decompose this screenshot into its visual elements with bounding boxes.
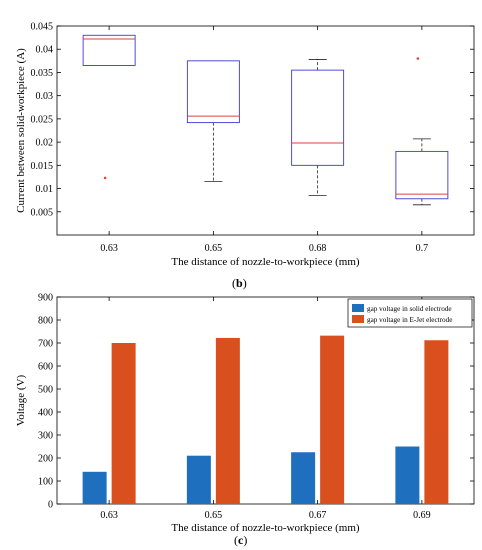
bar: [291, 452, 316, 504]
legend-swatch: [352, 304, 364, 312]
y-tick-label: 0: [48, 500, 53, 511]
x-axis-label: The distance of nozzle-to-workpiece (mm): [171, 256, 359, 268]
legend-box: [347, 298, 473, 328]
x-tick-label: 0.67: [309, 510, 327, 521]
y-tick-label: 500: [38, 385, 53, 396]
outlier-point: [416, 57, 420, 60]
y-tick-label: 900: [38, 293, 53, 304]
box-plot-chart: 0.005 0.01 0.015 0.02 0.025 0.03 0.035 0.04 0.04…: [15, 22, 475, 268]
y-tick-label: 100: [38, 477, 53, 488]
y-tick-label: 0.04: [36, 45, 54, 56]
box: [82, 34, 136, 66]
y-tick-label: 0.025: [31, 114, 54, 125]
y-axis-label: Voltage (V): [15, 374, 27, 426]
box: [291, 69, 345, 166]
x-tick-label: 0.7: [416, 243, 429, 254]
plot-frame: [56, 296, 475, 505]
box-group: [186, 60, 240, 182]
bar: [215, 337, 240, 504]
panel-label-b: (b): [232, 276, 247, 290]
outlier-point: [103, 176, 107, 180]
y-tick-label: 700: [38, 339, 53, 350]
y-tick-label: 800: [38, 316, 53, 327]
x-tick-label: 0.69: [413, 510, 431, 521]
panel-label-c: (c): [234, 533, 248, 547]
bar: [395, 446, 420, 504]
box-group: [395, 57, 449, 206]
x-tick-label: 0.65: [205, 510, 223, 521]
bar: [82, 471, 107, 504]
y-tick-label: 0.01: [36, 184, 54, 195]
y-tick-label: 400: [38, 408, 53, 419]
box: [395, 150, 449, 200]
y-tick-label: 0.015: [31, 161, 54, 172]
y-tick-label: 200: [38, 454, 53, 465]
y-axis-label: Current between solid-workpiece (A): [15, 48, 27, 213]
y-tick-label: 300: [38, 431, 53, 442]
x-tick-label: 0.65: [205, 243, 223, 254]
y-tick-label: 0.005: [31, 207, 54, 218]
box-group: [291, 59, 345, 196]
y-tick-label: 0.03: [36, 91, 54, 102]
legend: gap voltage in solid electrode gap voltag…: [347, 298, 473, 328]
box-group: [82, 34, 136, 180]
legend-swatch: [352, 315, 364, 323]
bar: [424, 340, 449, 504]
x-axis-label: The distance of nozzle-to-workpiece (mm): [171, 522, 359, 534]
bar: [186, 455, 211, 504]
legend-label: gap voltage in E-Jet electrode: [367, 316, 452, 324]
x-tick-label: 0.63: [100, 243, 118, 254]
bar: [111, 343, 136, 504]
y-tick-label: 0.045: [31, 22, 54, 33]
bar-chart: 0 100 200 300 400 500 600 700 800 900 0.63 0.65 0.67…: [15, 293, 475, 534]
y-tick-label: 0.035: [31, 68, 54, 79]
x-tick-label: 0.68: [309, 243, 327, 254]
bar: [320, 335, 345, 504]
y-tick-label: 0.02: [36, 138, 54, 149]
plot-frame: [56, 25, 475, 236]
x-tick-label: 0.63: [100, 510, 118, 521]
legend-label: gap voltage in solid electrode: [367, 305, 452, 313]
y-tick-label: 600: [38, 362, 53, 373]
box: [186, 60, 240, 124]
